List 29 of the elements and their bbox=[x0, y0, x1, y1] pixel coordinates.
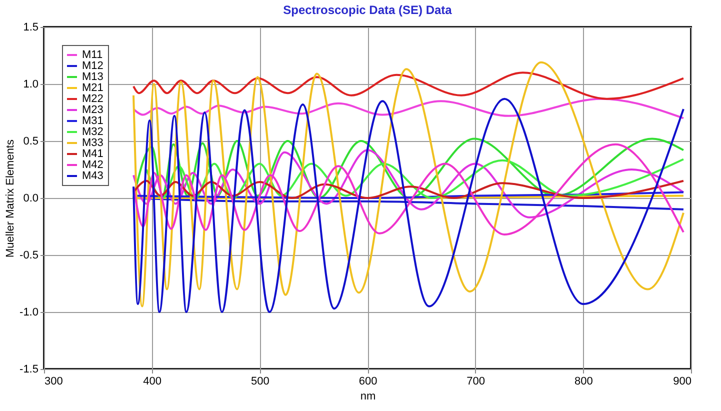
y-axis-title: Mueller Matrix Elements bbox=[4, 139, 17, 258]
y-tick-label: 1.0 bbox=[23, 78, 38, 90]
legend-label: M33 bbox=[82, 137, 104, 149]
legend-label: M43 bbox=[82, 170, 104, 182]
x-tick-label: 900 bbox=[673, 376, 692, 388]
legend-label: M42 bbox=[82, 159, 104, 171]
legend-label: M11 bbox=[82, 49, 103, 61]
x-tick-label: 300 bbox=[44, 376, 63, 388]
x-tick-label: 800 bbox=[574, 376, 593, 388]
legend-label: M41 bbox=[82, 148, 104, 160]
legend-label: M12 bbox=[82, 60, 104, 72]
x-axis-title: nm bbox=[360, 390, 376, 402]
y-tick-label: -0.5 bbox=[20, 250, 38, 262]
x-tick-label: 700 bbox=[466, 376, 486, 388]
legend-label: M31 bbox=[82, 115, 104, 127]
y-tick-label: 1.5 bbox=[23, 22, 38, 34]
legend-label: M13 bbox=[82, 71, 104, 83]
x-tick-label: 500 bbox=[250, 376, 270, 388]
y-tick-label: -1.0 bbox=[20, 306, 38, 318]
y-tick-label: -1.5 bbox=[20, 364, 38, 376]
chart-title: Spectroscopic Data (SE) Data bbox=[283, 3, 452, 17]
legend-label: M22 bbox=[82, 93, 104, 105]
legend-label: M21 bbox=[82, 82, 104, 94]
x-tick-label: 600 bbox=[358, 376, 378, 388]
legend-label: M23 bbox=[82, 104, 104, 116]
legend-label: M32 bbox=[82, 126, 104, 138]
y-tick-label: 0.5 bbox=[23, 136, 38, 148]
x-tick-label: 400 bbox=[143, 376, 162, 388]
y-tick-label: 0.0 bbox=[23, 192, 38, 204]
